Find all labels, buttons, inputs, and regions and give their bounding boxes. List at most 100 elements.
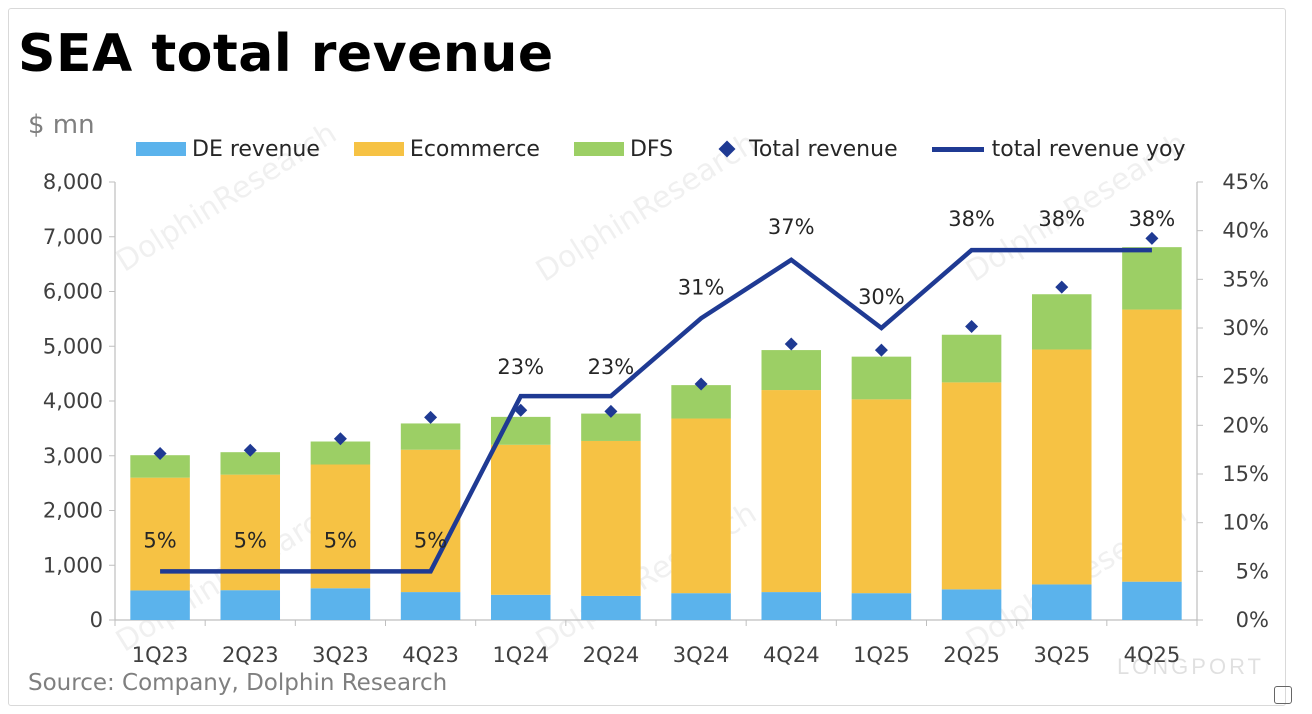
bar-de-revenue xyxy=(671,593,731,620)
x-tick-label: 1Q24 xyxy=(492,643,549,667)
bar-de-revenue xyxy=(130,590,190,620)
legend-item-de: DE revenue xyxy=(136,137,320,162)
y-tick-label: 6,000 xyxy=(43,280,103,304)
total-revenue-marker xyxy=(604,404,618,418)
bar-dfs xyxy=(851,356,912,400)
legend-swatch-ecommerce xyxy=(353,142,404,156)
legend-swatch-dfs xyxy=(573,142,624,156)
bar-dfs xyxy=(220,452,281,475)
yoy-data-label: 30% xyxy=(858,285,905,309)
x-tick-label: 2Q24 xyxy=(583,643,640,667)
legend-item-total: Total revenue xyxy=(707,136,898,162)
yoy-data-label: 38% xyxy=(1129,207,1176,231)
x-tick-label: 4Q24 xyxy=(763,643,820,667)
brand-watermark: LONGPORT xyxy=(1116,654,1264,679)
bar-ecommerce xyxy=(490,444,551,595)
total-revenue-marker xyxy=(694,377,708,391)
bar-de-revenue xyxy=(220,590,281,620)
legend-item-dfs: DFS xyxy=(573,136,674,162)
yoy-data-label: 5% xyxy=(324,528,357,552)
corner-badge xyxy=(1274,686,1296,704)
bar-ecommerce xyxy=(1122,309,1182,582)
y-tick-label: 4,000 xyxy=(43,389,103,413)
x-tick-label: 3Q23 xyxy=(312,643,369,667)
legend-item-yoy: total revenue yoy xyxy=(931,136,1186,162)
total-revenue-marker xyxy=(153,447,167,461)
y2-tick-label: 40% xyxy=(1222,219,1269,243)
x-tick-label: 4Q25 xyxy=(1124,643,1181,667)
logo-icon xyxy=(1274,686,1292,704)
legend-swatch-de xyxy=(136,142,186,156)
total-revenue-marker xyxy=(874,343,888,357)
x-tick-label: 2Q23 xyxy=(222,643,279,667)
legend-label-dfs: DFS xyxy=(629,136,674,162)
yoy-data-label: 23% xyxy=(497,355,544,379)
bar-de-revenue xyxy=(1031,584,1092,620)
y-tick-label: 1,000 xyxy=(43,553,103,577)
bar-de-revenue xyxy=(1122,581,1182,620)
total-revenue-marker xyxy=(243,443,257,457)
bar-ecommerce xyxy=(851,399,912,594)
bar-de-revenue xyxy=(941,589,1002,620)
bar-ecommerce xyxy=(941,382,1002,590)
legend-line-yoy xyxy=(931,146,984,152)
yoy-data-label: 5% xyxy=(143,528,176,552)
x-tick-label: 2Q25 xyxy=(943,643,1000,667)
bar-dfs xyxy=(941,334,1002,383)
x-tick-label: 1Q25 xyxy=(853,643,910,667)
unit-label: $ mn xyxy=(28,110,95,140)
legend-label-total: Total revenue xyxy=(749,136,898,162)
total-revenue-marker xyxy=(1055,280,1069,294)
yoy-data-label: 38% xyxy=(948,207,995,231)
y-tick-label: 3,000 xyxy=(43,444,103,468)
total-revenue-marker xyxy=(1145,231,1159,245)
total-revenue-marker xyxy=(514,403,528,417)
bar-ecommerce xyxy=(310,464,371,589)
y2-tick-label: 25% xyxy=(1222,365,1269,389)
yoy-data-label: 5% xyxy=(414,528,447,552)
bar-dfs xyxy=(400,423,461,450)
bar-de-revenue xyxy=(310,588,371,620)
y2-tick-label: 0% xyxy=(1236,608,1269,632)
y2-tick-label: 35% xyxy=(1222,267,1269,291)
source-note: Source: Company, Dolphin Research xyxy=(28,670,448,696)
yoy-line xyxy=(160,247,1152,574)
yoy-data-label: 31% xyxy=(678,275,725,299)
y2-tick-label: 10% xyxy=(1222,511,1269,535)
y2-tick-label: 15% xyxy=(1222,462,1269,486)
yoy-data-label: 23% xyxy=(588,355,635,379)
total-revenue-marker xyxy=(784,337,798,351)
legend-label-yoy: total revenue yoy xyxy=(991,136,1186,162)
bar-ecommerce xyxy=(671,418,731,594)
total-revenue-marker xyxy=(333,432,347,446)
bar-de-revenue xyxy=(581,595,641,620)
y-tick-label: 7,000 xyxy=(43,225,103,249)
x-tick-label: 1Q23 xyxy=(132,643,189,667)
yoy-data-label: 5% xyxy=(234,528,267,552)
yoy-data-label: 37% xyxy=(768,215,815,239)
bar-de-revenue xyxy=(400,592,461,620)
bar-dfs xyxy=(671,385,731,419)
y-tick-label: 8,000 xyxy=(43,170,103,194)
x-tick-label: 3Q24 xyxy=(673,643,730,667)
legend: DE revenue Ecommerce DFS Total revenue t… xyxy=(136,134,1185,164)
bar-dfs xyxy=(130,455,190,478)
y2-tick-label: 30% xyxy=(1222,316,1269,340)
bar-dfs xyxy=(581,413,641,441)
yoy-data-label: 38% xyxy=(1038,207,1085,231)
bar-dfs xyxy=(310,441,371,465)
bar-de-revenue xyxy=(851,593,912,620)
chart-title: SEA total revenue xyxy=(18,24,554,84)
y-tick-label: 5,000 xyxy=(43,334,103,358)
bar-ecommerce xyxy=(581,440,641,596)
y-tick-label: 2,000 xyxy=(43,499,103,523)
y2-tick-label: 45% xyxy=(1222,170,1269,194)
legend-label-de: DE revenue xyxy=(192,136,320,162)
legend-item-ecommerce: Ecommerce xyxy=(353,136,540,162)
bar-de-revenue xyxy=(761,592,822,620)
bar-ecommerce xyxy=(761,390,822,593)
legend-label-ecommerce: Ecommerce xyxy=(409,136,540,162)
bar-ecommerce xyxy=(1031,349,1092,585)
x-tick-label: 3Q25 xyxy=(1033,643,1090,667)
